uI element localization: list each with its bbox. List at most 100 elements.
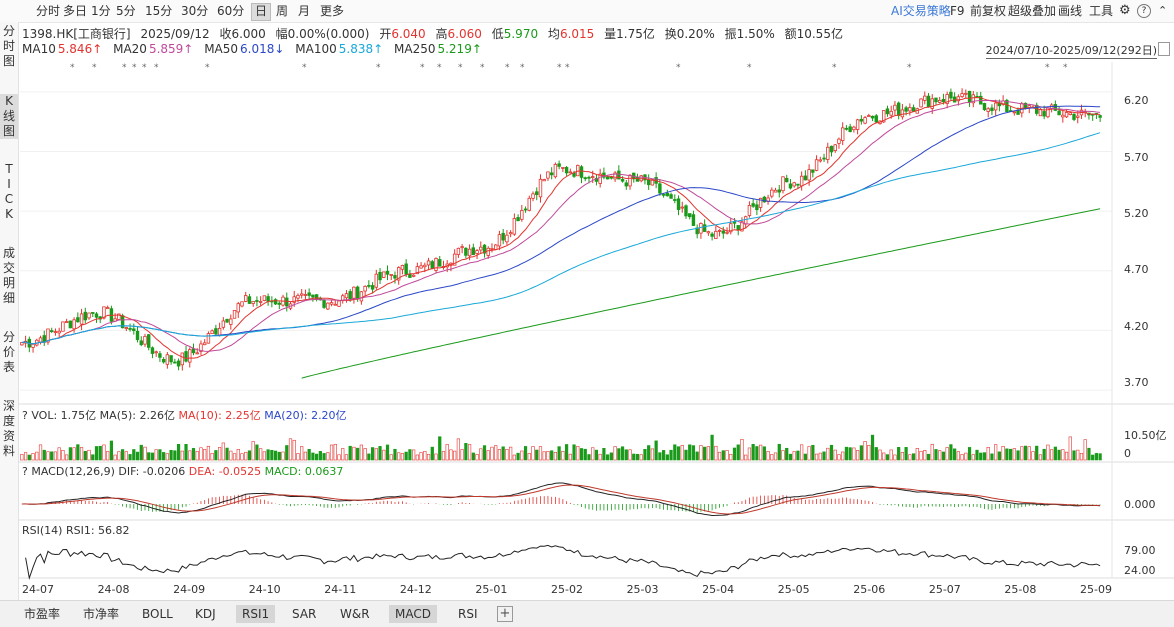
sidebar-intraday-chart[interactable]: 分时图 [0,24,18,69]
volume-bar [184,443,188,461]
tab-macd[interactable]: MACD [389,605,437,623]
volume-bar [792,451,796,461]
question-icon[interactable]: ? [1137,4,1151,18]
adjust-button[interactable]: 前复权 [970,4,1007,18]
price-axis-label: 5.70 [1124,151,1149,164]
period-tab-5min[interactable]: 5分 [116,4,136,18]
ai-strategy-button[interactable]: AI交易策略 [891,4,951,18]
volume-bar [479,448,483,461]
volume-bar [1027,446,1031,461]
volume-bar [759,444,763,461]
date-range-label[interactable]: 2024/07/10-2025/09/12(292日) [985,44,1157,59]
draw-line-button[interactable]: 画线 [1058,4,1083,18]
range-toggle-button[interactable] [1158,42,1170,56]
candle-body [904,107,908,112]
period-tab-daily[interactable]: 日 [251,3,272,21]
candle-body [184,351,188,362]
volume-bar [852,447,856,461]
tab-pb[interactable]: 市净率 [83,607,120,621]
sidebar-kline-chart[interactable]: K线图 [0,94,18,139]
volume-bar [292,439,296,461]
tab-sar[interactable]: SAR [292,607,317,621]
sidebar-label: 成交明细 [2,246,15,305]
candle-body [982,103,987,111]
candle-body [923,95,927,101]
volume-bar [505,449,509,461]
settings-gear-icon[interactable]: ⚙ [1119,3,1131,18]
candle-body [20,342,24,346]
volume-bar [214,450,218,461]
volume-bar [300,446,304,461]
period-tab-weekly[interactable]: 周 [276,4,289,18]
candle-body [855,119,860,130]
volume-bar [620,446,625,461]
period-tab-15min[interactable]: 15分 [145,4,173,18]
sidebar-price-table[interactable]: 分价表 [0,330,18,375]
volume-bar [1094,453,1099,461]
volume-bar [31,453,35,461]
volume-bar [158,449,162,461]
volume-bar [1001,445,1005,461]
candle-body [419,265,423,269]
period-tab-intraday[interactable]: 分时 [36,4,61,18]
volume-bar [818,452,822,461]
f9-button[interactable]: F9 [950,4,965,18]
event-marker: * [557,63,562,73]
candle-body [396,267,401,281]
candle-body [710,233,714,237]
sidebar-label: TICK [4,162,14,221]
sidebar-tick[interactable]: TICK [0,162,18,222]
sidebar-depth-info[interactable]: 深度资料 [0,399,18,459]
period-tab-more[interactable]: 更多 [320,4,345,18]
candle-body [826,146,830,160]
volume-bar [1091,454,1095,461]
event-marker: * [505,63,510,73]
candle-body [822,157,826,160]
candle-body [378,271,382,281]
volume-bar [1008,448,1013,461]
candle-body [818,159,823,162]
add-tab-button[interactable]: + [497,606,513,622]
candle-body [919,98,923,108]
volume-bar [747,447,752,461]
volume-bar [303,451,308,461]
candle-body [889,110,893,116]
period-tab-monthly[interactable]: 月 [298,4,311,18]
period-tab-multiday[interactable]: 多日 [63,4,88,18]
help-icon[interactable]: ? [22,465,32,478]
candle-body [124,327,129,329]
help-icon[interactable]: ? [22,409,32,422]
tab-rsi1[interactable]: RSI1 [236,605,276,623]
volume-bar [975,449,979,461]
volume-bar [87,449,91,461]
volume-bar [878,449,882,461]
tab-wr[interactable]: W&R [340,607,370,621]
tools-button[interactable]: 工具 [1089,4,1114,18]
period-tab-60min[interactable]: 60分 [217,4,245,18]
candle-body [363,285,367,292]
volume-bar [1068,436,1072,461]
volume-bar [897,447,901,461]
sidebar-trade-details[interactable]: 成交明细 [0,246,18,306]
candle-body [367,284,371,287]
tab-rsi[interactable]: RSI [458,607,478,621]
volume-bar [874,447,878,461]
tab-boll[interactable]: BOLL [142,607,173,621]
volume-bar [374,448,378,461]
candle-body [568,171,573,174]
candle-body [523,208,528,211]
volume-bar [195,450,199,461]
candle-body [1076,115,1080,118]
tab-pe[interactable]: 市盈率 [24,607,61,621]
period-tab-1min[interactable]: 1分 [91,4,111,18]
volume-bar [1087,447,1091,461]
collapse-chevron-icon[interactable]: ⌃ [1158,4,1168,17]
volume-bar [587,454,591,461]
tab-kdj[interactable]: KDJ [195,607,216,621]
super-overlay-button[interactable]: 超级叠加 [1008,4,1057,18]
volume-bar [180,450,184,461]
vol-axis-zero: 0 [1124,447,1131,460]
volume-bar [352,446,356,461]
period-tab-30min[interactable]: 30分 [181,4,209,18]
kline-chart-canvas[interactable]: * * * * * * * * * * * * * * * * * * * * * * * [0,0,1174,600]
